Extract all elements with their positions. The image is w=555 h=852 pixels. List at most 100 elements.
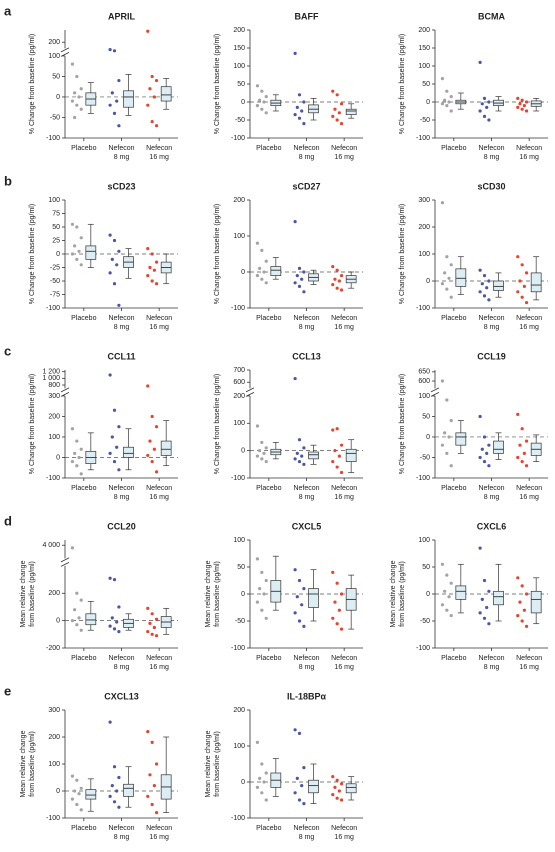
data-point <box>73 244 77 248</box>
chart-title: CCL20 <box>107 521 136 531</box>
data-point <box>482 294 487 298</box>
data-point <box>335 796 339 800</box>
data-point <box>331 283 335 287</box>
y-axis-label: Mean relative change <box>20 560 27 627</box>
y-tick-label: 50 <box>237 564 245 571</box>
data-point <box>75 464 79 468</box>
data-point <box>331 793 335 797</box>
data-point <box>335 286 339 290</box>
data-point <box>339 288 344 292</box>
data-point <box>146 794 150 799</box>
x-tick-label: 16 mg <box>149 834 169 841</box>
x-tick-label: 16 mg <box>519 664 539 671</box>
data-point <box>115 99 119 103</box>
data-point <box>260 277 264 281</box>
data-point <box>70 427 75 431</box>
x-tick-label: 16 mg <box>334 324 354 331</box>
data-point <box>154 260 159 264</box>
x-tick-label: Nefecon <box>331 485 357 492</box>
x-tick-label: 16 mg <box>149 154 169 161</box>
data-point <box>445 104 449 108</box>
data-point <box>258 776 262 781</box>
y-tick-label: 200 <box>233 197 245 204</box>
data-point <box>255 600 260 604</box>
y-axis-label: Mean relative change <box>390 560 397 627</box>
box <box>160 440 172 456</box>
data-point <box>297 578 302 583</box>
y-tick-label: 100 <box>233 743 245 750</box>
data-point <box>293 457 297 461</box>
x-tick-label: 8 mg <box>114 154 130 161</box>
data-point <box>478 455 482 460</box>
data-point <box>331 114 335 118</box>
data-point <box>77 455 81 460</box>
axis-break <box>60 557 70 563</box>
panel: e CXCL13 Mean relative change from baseline… <box>4 683 178 841</box>
data-point <box>146 274 150 278</box>
data-point <box>75 225 79 229</box>
y-tick-label: 1 000 <box>42 375 60 382</box>
data-point <box>293 376 297 381</box>
y-tick-label: 100 <box>48 434 60 441</box>
y-tick-label: 100 <box>48 197 60 204</box>
y-tick-label: -50 <box>50 278 60 285</box>
y-tick-label: 50 <box>52 73 60 80</box>
data-point <box>260 440 264 445</box>
data-point <box>339 102 344 106</box>
data-point <box>73 789 77 793</box>
x-tick-label: Nefecon <box>516 485 542 492</box>
x-tick-label: Nefecon <box>108 145 134 152</box>
y-tick-label: 50 <box>422 81 430 88</box>
y-axis-label: % Change from baseline (pg/ml) <box>399 34 406 134</box>
y-tick-label: -50 <box>50 114 60 121</box>
data-point <box>152 95 156 99</box>
y-tick-label: -100 <box>46 815 60 822</box>
data-point <box>516 614 520 618</box>
y-tick-label: -100 <box>416 305 430 312</box>
data-point <box>337 454 341 458</box>
data-point <box>339 627 344 631</box>
data-point <box>440 603 445 607</box>
data-point <box>150 279 154 283</box>
data-point <box>70 99 75 103</box>
data-point <box>440 102 445 106</box>
y-tick-label: 200 <box>233 393 245 400</box>
y-tick-label: 0 <box>426 591 430 598</box>
data-point <box>482 96 487 100</box>
panel: CXCL5 Mean relative change from baseline (… <box>205 521 363 671</box>
x-tick-label: Nefecon <box>293 485 319 492</box>
data-point <box>295 105 299 109</box>
data-point <box>333 449 337 453</box>
data-point <box>487 464 491 468</box>
data-point <box>445 608 449 612</box>
box <box>530 590 542 614</box>
data-point <box>150 414 154 419</box>
y-tick-label: -100 <box>416 645 430 652</box>
data-point <box>150 252 154 256</box>
data-point <box>487 118 491 122</box>
data-point <box>478 60 482 64</box>
panel: BCMA % Change from baseline (pg/ml) -100 -5… <box>399 11 548 161</box>
data-point <box>297 798 302 802</box>
data-point <box>70 797 75 801</box>
data-point <box>449 109 453 113</box>
data-point <box>520 98 524 102</box>
x-tick-label: Placebo <box>256 145 281 152</box>
data-point <box>75 103 79 107</box>
data-point <box>482 578 487 583</box>
data-point <box>117 124 121 128</box>
data-point <box>447 595 451 599</box>
data-point <box>478 109 482 113</box>
data-point <box>337 111 341 115</box>
y-tick-label: -100 <box>231 815 245 822</box>
data-point <box>255 740 260 745</box>
data-point <box>117 78 121 83</box>
x-tick-label: Nefecon <box>331 655 357 662</box>
x-tick-label: Nefecon <box>293 315 319 322</box>
data-point <box>295 274 299 278</box>
data-point <box>262 270 266 274</box>
x-tick-label: Placebo <box>256 825 281 832</box>
data-point <box>146 29 150 33</box>
data-point <box>146 453 150 458</box>
y-tick-label: 200 <box>48 734 60 741</box>
